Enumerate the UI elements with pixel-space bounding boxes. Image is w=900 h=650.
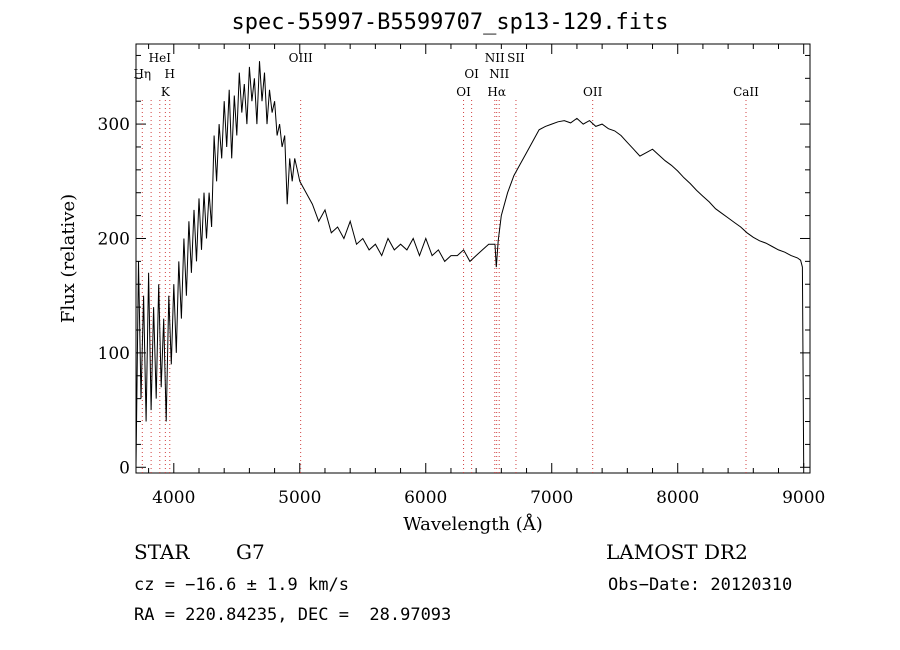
plot-area: 4000 5000 6000 7000 8000 9000 0 100 200 300 Wavele…: [58, 43, 825, 535]
x-tick-label: 8000: [656, 488, 699, 508]
x-tick-label: 5000: [278, 488, 321, 508]
spectral-line-label: H: [165, 67, 175, 81]
x-tick-label: 6000: [404, 488, 447, 508]
spectral-line-label: SII: [507, 51, 525, 65]
spectral-line-label: CaII: [733, 85, 759, 99]
spectral-line-label: OII: [583, 85, 603, 99]
spectral-line-label: OI: [456, 85, 471, 99]
redshift-info: cz = −16.6 ± 1.9 km/s: [134, 575, 349, 595]
object-subclass: G7: [236, 540, 265, 564]
spectral-line-label: HeI: [149, 51, 172, 65]
survey-name: LAMOST DR2: [606, 540, 748, 564]
coordinates: RA = 220.84235, DEC = 28.97093: [134, 605, 452, 625]
x-tick-label: 4000: [152, 488, 195, 508]
spectral-line-label: OI: [464, 67, 479, 81]
x-tick-label: 9000: [782, 488, 825, 508]
obs-date: Obs−Date: 20120310: [608, 575, 793, 595]
y-tick-label: 0: [119, 458, 130, 478]
y-tick-label: 100: [98, 344, 130, 364]
y-tick-label: 300: [98, 115, 130, 135]
y-tick-label: 200: [98, 229, 130, 249]
spectral-line-label: K: [161, 85, 171, 99]
y-axis-label: Flux (relative): [58, 194, 79, 323]
chart-title: spec-55997-B5599707_sp13-129.fits: [231, 10, 669, 35]
spectral-line-label: Hη: [133, 67, 151, 81]
plot-frame: [135, 43, 811, 474]
object-class: STAR: [134, 540, 190, 564]
spectral-line-label: NII: [489, 67, 509, 81]
spectral-line-label: OIII: [289, 51, 313, 65]
x-tick-label: 7000: [530, 488, 573, 508]
spectrum-line: [135, 61, 805, 468]
x-axis-label: Wavelength (Å): [403, 513, 543, 535]
spectral-line-label: NII: [485, 51, 505, 65]
spectral-line-label: Hα: [487, 85, 506, 99]
